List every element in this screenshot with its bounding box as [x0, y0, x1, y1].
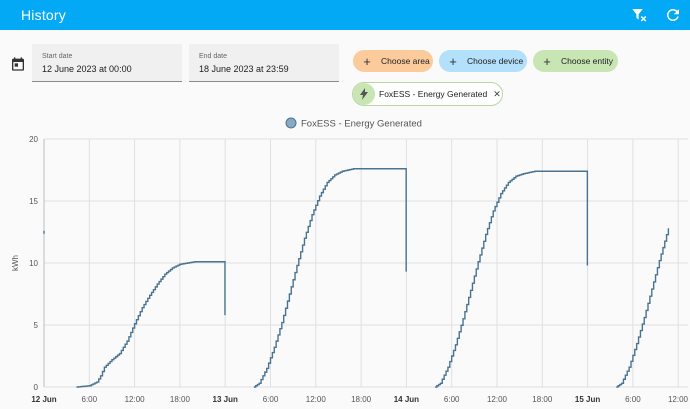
start-date-field[interactable]: Start date 12 June 2023 at 00:00	[32, 44, 182, 82]
series-line-energy-generated	[43, 168, 670, 388]
x-tick-label: 6:00	[444, 395, 460, 404]
chart-grid	[43, 138, 688, 388]
legend-label: FoxESS - Energy Generated	[301, 119, 422, 130]
remove-entity-icon[interactable]: ✕	[493, 88, 501, 99]
start-date-value: 12 June 2023 at 00:00	[42, 64, 132, 74]
choose-device-label: Choose device	[467, 56, 524, 66]
choose-device-button[interactable]: + Choose device	[439, 50, 527, 72]
y-tick-label: 15	[29, 197, 38, 206]
y-axis-label: kWh	[11, 255, 20, 271]
x-tick-label: 6:00	[82, 395, 98, 404]
app-header: History	[0, 0, 690, 30]
legend-marker	[285, 117, 297, 129]
x-tick-label: 12:00	[668, 395, 689, 404]
chart-legend[interactable]: FoxESS - Energy Generated	[285, 117, 422, 130]
refresh-icon[interactable]	[664, 6, 682, 24]
x-tick-label: 6:00	[625, 395, 641, 404]
plus-icon: +	[543, 53, 551, 69]
y-tick-label: 10	[29, 259, 38, 268]
y-tick-label: 20	[29, 135, 38, 144]
x-tick-label: 12:00	[306, 395, 327, 404]
x-tick-label: 13 Jun	[213, 395, 238, 404]
selected-entity-label: FoxESS - Energy Generated	[379, 89, 488, 99]
header-actions	[630, 6, 682, 24]
y-axis-ticks: 0 5 10 15 20	[29, 135, 38, 392]
end-date-field[interactable]: End date 18 June 2023 at 23:59	[189, 44, 339, 82]
x-tick-label: 14 Jun	[394, 395, 419, 404]
page-title: History	[21, 7, 66, 23]
choose-area-button[interactable]: + Choose area	[353, 50, 433, 72]
x-tick-label: 18:00	[532, 395, 553, 404]
plus-icon: +	[449, 53, 457, 69]
history-chart: FoxESS - Energy Generated 0 5 10 15 20 kWh 1…	[11, 117, 689, 404]
choose-area-label: Choose area	[381, 56, 430, 66]
end-date-value: 18 June 2023 at 23:59	[199, 64, 289, 74]
x-tick-label: 18:00	[351, 395, 372, 404]
x-tick-label: 12:00	[125, 395, 146, 404]
calendar-icon[interactable]	[10, 56, 26, 72]
selected-entity-chip[interactable]: FoxESS - Energy Generated ✕	[352, 82, 503, 106]
y-tick-label: 5	[34, 321, 39, 330]
y-tick-label: 0	[34, 383, 39, 392]
x-tick-label: 12:00	[487, 395, 508, 404]
x-tick-label: 15 Jun	[575, 395, 600, 404]
choose-entity-button[interactable]: + Choose entity	[533, 50, 618, 72]
lightning-bolt-icon	[353, 83, 375, 105]
filter-remove-icon[interactable]	[630, 6, 648, 24]
x-tick-label: 18:00	[170, 395, 191, 404]
plus-icon: +	[363, 53, 371, 69]
choose-entity-label: Choose entity	[561, 56, 613, 66]
x-tick-label: 6:00	[263, 395, 279, 404]
start-date-label: Start date	[42, 53, 73, 60]
x-axis-ticks: 12 Jun 6:00 12:00 18:00 13 Jun 6:00 12:00 18:00…	[31, 395, 688, 404]
end-date-label: End date	[199, 53, 228, 60]
x-tick-label: 12 Jun	[31, 395, 56, 404]
